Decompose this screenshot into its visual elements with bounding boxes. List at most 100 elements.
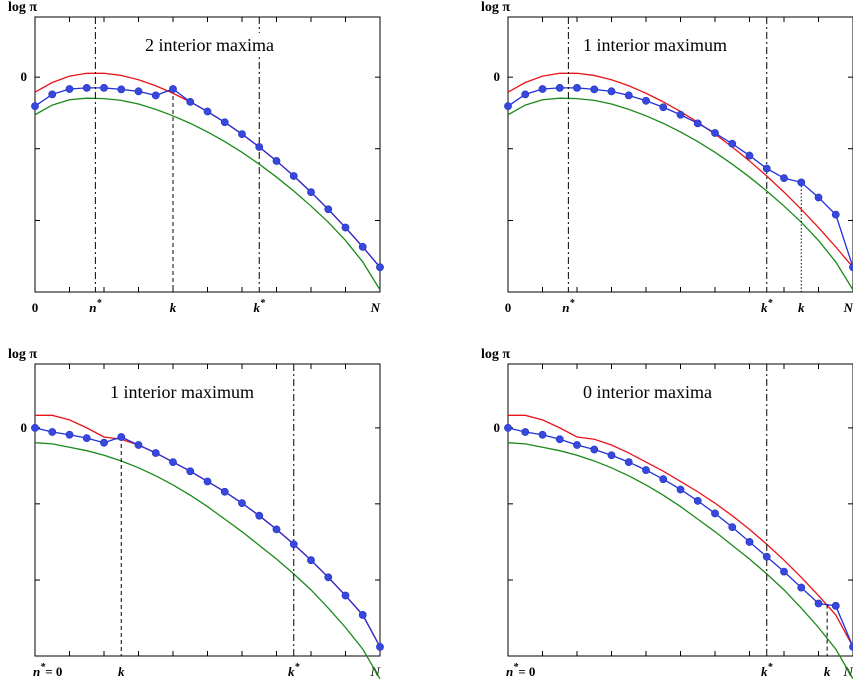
x-tick-label: k <box>170 300 177 315</box>
data-point <box>746 538 753 545</box>
x-tick-label: N <box>370 300 381 315</box>
data-point <box>798 179 805 186</box>
data-point <box>66 431 73 438</box>
data-point <box>660 104 667 111</box>
plot-frame <box>508 364 853 656</box>
data-point <box>608 88 615 95</box>
data-point <box>849 264 853 271</box>
series-line <box>508 73 853 267</box>
data-point <box>290 541 297 548</box>
data-point <box>694 120 701 127</box>
data-point <box>711 510 718 517</box>
data-point <box>711 129 718 136</box>
data-point <box>31 103 38 110</box>
data-point <box>152 449 159 456</box>
data-point <box>832 211 839 218</box>
data-point <box>504 424 511 431</box>
y-tick-label: 0 <box>21 420 28 435</box>
data-point <box>273 157 280 164</box>
chart-title: 1 interior maximum <box>110 382 254 402</box>
data-point <box>677 111 684 118</box>
data-point <box>729 524 736 531</box>
x-tick-label: k <box>118 664 125 679</box>
data-point <box>573 84 580 91</box>
data-point <box>49 428 56 435</box>
data-point <box>625 458 632 465</box>
data-point <box>849 643 853 650</box>
data-point <box>152 92 159 99</box>
data-point <box>539 431 546 438</box>
data-point <box>290 172 297 179</box>
data-point <box>273 526 280 533</box>
data-point <box>118 86 125 93</box>
data-point <box>642 466 649 473</box>
chart-panel: 0 log π 0 n* k* k N 1 interior maximum <box>481 0 853 315</box>
data-point <box>118 433 125 440</box>
data-point <box>342 592 349 599</box>
data-point <box>677 486 684 493</box>
data-point <box>522 91 529 98</box>
data-point <box>832 602 839 609</box>
data-point <box>746 152 753 159</box>
plot-frame <box>508 17 853 292</box>
data-point <box>187 98 194 105</box>
data-point <box>729 140 736 147</box>
data-point <box>204 478 211 485</box>
series-line <box>35 73 380 267</box>
data-point <box>83 435 90 442</box>
data-point <box>625 92 632 99</box>
x-tick-label: N <box>843 300 853 315</box>
series-line <box>35 428 380 647</box>
data-point <box>135 88 142 95</box>
data-point <box>221 488 228 495</box>
data-point <box>49 91 56 98</box>
x-tick-label: k* <box>761 662 774 679</box>
x-tick-label: n*= 0 <box>33 662 62 679</box>
chart-title: 1 interior maximum <box>583 35 727 55</box>
y-tick-label: 0 <box>494 69 501 84</box>
data-point <box>135 441 142 448</box>
data-point <box>556 436 563 443</box>
x-tick-label: 0 <box>32 300 39 315</box>
data-point <box>31 424 38 431</box>
data-point <box>642 97 649 104</box>
data-point <box>798 584 805 591</box>
data-point <box>763 553 770 560</box>
data-point <box>556 84 563 91</box>
x-tick-label: n* <box>562 298 575 315</box>
data-point <box>325 206 332 213</box>
data-point <box>591 446 598 453</box>
plot-frame <box>35 17 380 292</box>
data-point <box>238 500 245 507</box>
data-point <box>66 85 73 92</box>
x-tick-label: n* <box>89 298 102 315</box>
x-tick-label: n*= 0 <box>506 662 535 679</box>
data-point <box>376 643 383 650</box>
x-tick-label: 0 <box>505 300 512 315</box>
chart-title: 0 interior maxima <box>583 382 712 402</box>
data-point <box>763 165 770 172</box>
data-point <box>325 574 332 581</box>
data-point <box>256 143 263 150</box>
data-point <box>608 452 615 459</box>
series-line <box>508 428 853 647</box>
data-point <box>204 108 211 115</box>
data-point <box>504 103 511 110</box>
data-point <box>169 458 176 465</box>
x-tick-label: k <box>798 300 805 315</box>
series-line <box>35 98 380 290</box>
data-point <box>83 84 90 91</box>
data-point <box>780 175 787 182</box>
data-point <box>591 86 598 93</box>
y-axis-label: log π <box>481 0 510 15</box>
data-point <box>780 568 787 575</box>
data-point <box>359 243 366 250</box>
x-tick-label: k* <box>761 298 774 315</box>
y-axis-label: log π <box>481 347 510 362</box>
data-point <box>815 194 822 201</box>
data-point <box>187 468 194 475</box>
data-point <box>169 85 176 92</box>
chart-panel: 0log πn*= 0 k k* N1 interior maximum <box>8 347 384 679</box>
data-point <box>100 84 107 91</box>
